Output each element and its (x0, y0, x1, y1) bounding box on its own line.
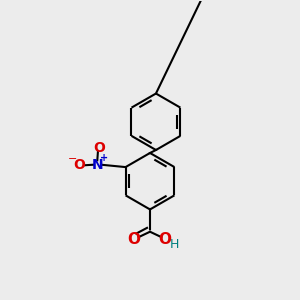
Text: N: N (92, 158, 103, 172)
Text: O: O (93, 141, 105, 155)
Text: O: O (158, 232, 171, 247)
Text: +: + (100, 153, 108, 163)
Text: H: H (170, 238, 179, 251)
Text: −: − (68, 154, 78, 164)
Text: O: O (127, 232, 140, 247)
Text: O: O (74, 158, 86, 172)
